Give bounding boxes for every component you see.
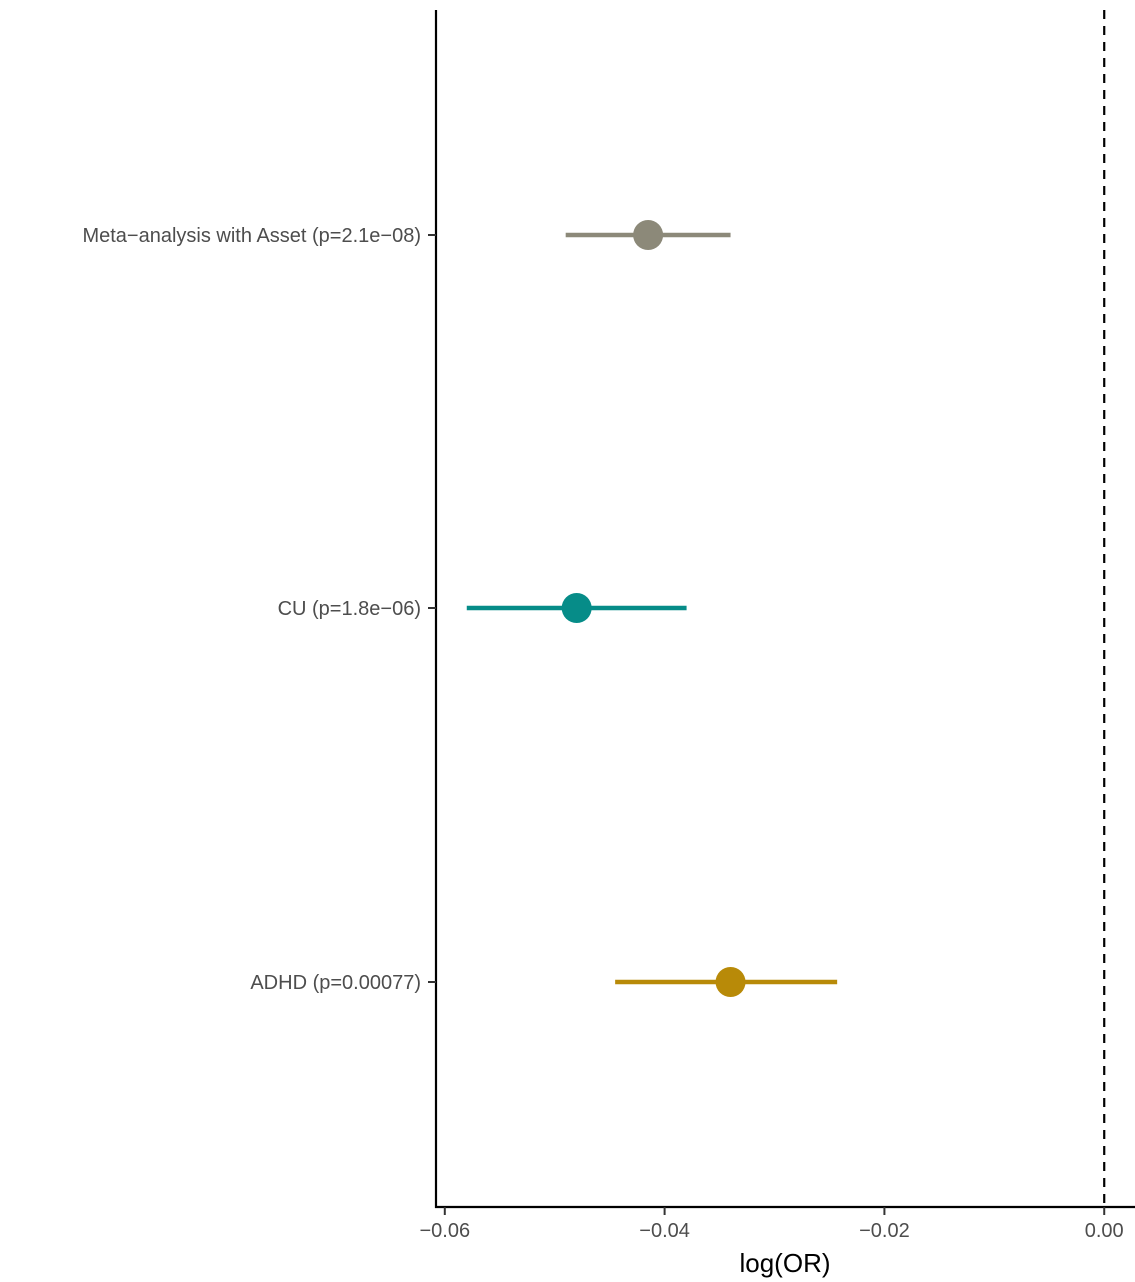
y-tick-label: Meta−analysis with Asset (p=2.1e−08): [82, 225, 421, 247]
x-tick-label: −0.06: [419, 1220, 470, 1242]
x-tick-label: −0.04: [639, 1220, 690, 1242]
y-axis-ticks: Meta−analysis with Asset (p=2.1e−08) CU (…: [82, 225, 436, 994]
x-tick-label: −0.02: [859, 1220, 910, 1242]
x-axis-title: log(OR): [739, 1248, 830, 1278]
point-estimate: [561, 593, 592, 623]
point-estimate: [633, 220, 664, 250]
x-tick-label: 0.00: [1085, 1220, 1124, 1242]
estimate-marks: [466, 220, 838, 997]
x-axis-ticks: −0.06 −0.04 −0.02 0.00: [419, 1207, 1124, 1242]
y-tick-label: CU (p=1.8e−06): [278, 598, 421, 620]
y-tick-label: ADHD (p=0.00077): [250, 972, 421, 994]
point-estimate: [715, 967, 746, 997]
